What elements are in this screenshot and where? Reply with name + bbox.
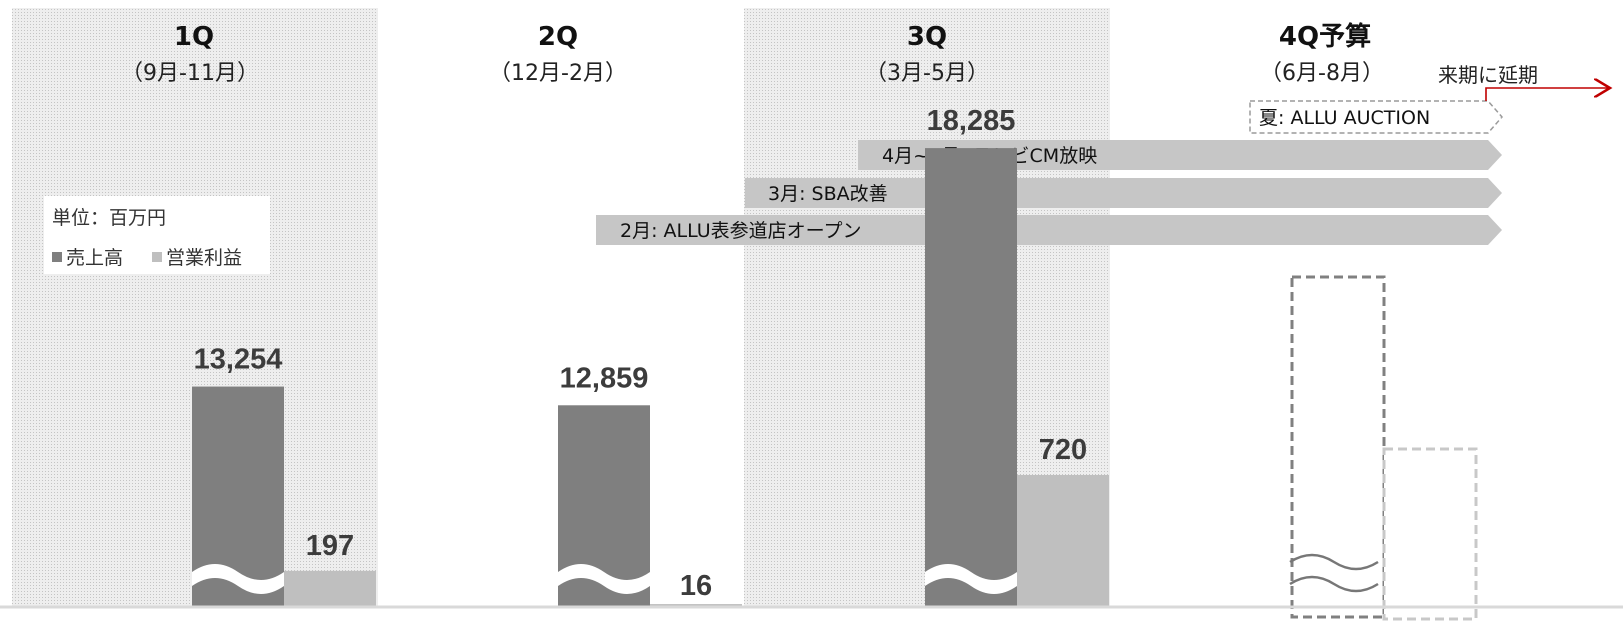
quarter-range-4q: （6月-8月） — [1260, 61, 1384, 86]
event-label-store: 2月: ALLU表参道店オープン — [620, 220, 862, 242]
axis-break-3 — [925, 564, 1017, 594]
postpone-arrow — [1485, 88, 1610, 101]
budget-bar-profit-4q — [1382, 447, 1478, 621]
profit-value-label-3: 720 — [1039, 434, 1087, 466]
legend-unit: 単位：百万円 — [52, 207, 166, 229]
event-arrow-tvcm — [858, 140, 1502, 170]
profit-bar-3 — [1017, 475, 1109, 607]
event-label-sba: 3月: SBA改善 — [768, 183, 888, 205]
event-arrow-store — [596, 215, 1502, 245]
quarter-title-2q: 2Q — [538, 22, 578, 52]
axis-break-2 — [558, 564, 650, 594]
legend-label-profit: 営業利益 — [166, 247, 242, 269]
profit-value-label-1: 197 — [306, 530, 354, 562]
profit-value-label-2: 16 — [680, 570, 712, 602]
quarter-range-2q: （12月-2月） — [489, 61, 627, 86]
profit-bar-1 — [284, 570, 376, 607]
legend-swatch-profit — [152, 252, 162, 262]
axis-break-1 — [192, 564, 284, 594]
legend-label-sales: 売上高 — [66, 247, 123, 269]
budget-break-wave-1 — [1289, 553, 1379, 571]
quarter-title-3q: 3Q — [907, 22, 947, 52]
quarter-range-1q: （9月-11月） — [121, 61, 259, 86]
bar-group: 13,254 197 12,859 16 18,285 720 — [192, 105, 1109, 607]
event-label-auction: 夏: ALLU AUCTION — [1259, 107, 1430, 129]
sales-value-label-2: 12,859 — [560, 362, 649, 394]
postpone-note: 来期に延期 — [1438, 63, 1538, 87]
budget-break-wave-2 — [1289, 575, 1379, 593]
sales-value-label-1: 13,254 — [194, 344, 283, 376]
quarter-title-4q: 4Q予算 — [1279, 21, 1371, 52]
legend-swatch-sales — [52, 252, 62, 262]
sales-bar-3 — [925, 148, 1017, 607]
quarter-title-1q: 1Q — [174, 22, 214, 52]
event-arrow-auction — [1249, 100, 1503, 134]
budget-bar-sales-4q — [1290, 275, 1386, 619]
quarter-range-3q: （3月-5月） — [865, 61, 989, 86]
sales-value-label-3: 18,285 — [927, 105, 1016, 137]
